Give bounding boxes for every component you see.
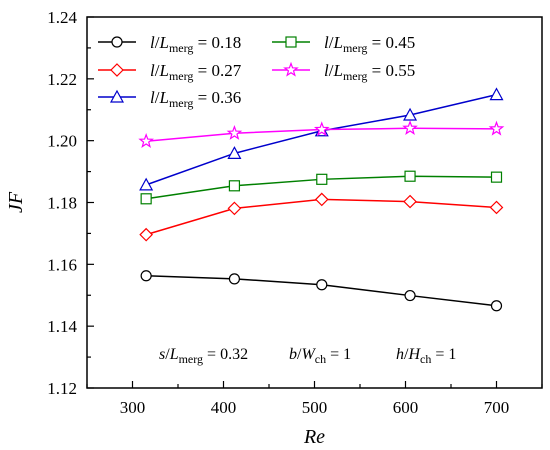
circle-marker — [490, 300, 503, 312]
diamond-marker — [489, 200, 504, 215]
y-tick-label: 1.16 — [47, 255, 77, 274]
legend-label: l/Lmerg = 0.18 — [150, 33, 241, 55]
diamond-marker — [110, 63, 124, 77]
diamond-marker — [314, 192, 329, 207]
x-axis-ticks: 300 400 500 600 700 — [86, 381, 543, 417]
circle-marker — [316, 279, 328, 291]
y-tick-label: 1.20 — [47, 132, 77, 151]
y-axis-ticks: 1.12 1.14 1.16 1.18 1.20 1.22 1.24 — [47, 8, 94, 398]
diamond-marker — [139, 227, 153, 242]
legend-label: l/Lmerg = 0.27 — [150, 61, 242, 83]
legend-item: l/Lmerg = 0.45 — [272, 33, 415, 55]
y-tick-label: 1.14 — [47, 317, 77, 336]
x-tick-label: 500 — [302, 398, 328, 417]
x-axis-label: Re — [303, 426, 325, 448]
x-tick-label: 600 — [393, 398, 419, 417]
star-marker — [402, 120, 418, 135]
annotation-item: s/Lmerg = 0.32 — [159, 346, 248, 366]
square-marker — [140, 193, 152, 205]
star-marker — [313, 121, 330, 137]
star-marker — [488, 120, 505, 136]
square-marker — [285, 36, 297, 48]
x-tick-label: 700 — [484, 398, 510, 417]
square-marker — [228, 180, 241, 192]
y-axis-label: JF — [5, 191, 27, 213]
star-marker — [138, 133, 154, 148]
diamond-marker — [227, 201, 242, 216]
legend-item: l/Lmerg = 0.27 — [98, 61, 242, 83]
y-tick-label: 1.18 — [47, 194, 77, 213]
triangle-marker — [139, 177, 154, 191]
x-tick-label: 400 — [211, 398, 237, 417]
annotation: s/Lmerg = 0.32 b/Wch = 1 h/Hch = 1 — [159, 346, 456, 366]
legend-label: l/Lmerg = 0.36 — [150, 88, 241, 110]
triangle-marker — [403, 107, 418, 121]
y-tick-label: 1.24 — [47, 8, 77, 27]
legend-item: l/Lmerg = 0.55 — [272, 61, 415, 83]
square-marker — [316, 173, 328, 185]
annotation-item: h/Hch = 1 — [396, 346, 456, 366]
series-0.18 — [140, 270, 503, 312]
y-tick-label: 1.12 — [47, 379, 77, 398]
square-marker — [490, 171, 503, 183]
circle-marker — [140, 270, 152, 282]
triangle-marker — [489, 87, 504, 101]
series-0.45 — [140, 170, 503, 205]
series-line — [145, 93, 497, 186]
series-0.55 — [138, 120, 505, 148]
legend-label: l/Lmerg = 0.55 — [324, 61, 415, 83]
triangle-marker — [109, 89, 125, 103]
star-marker — [283, 61, 299, 77]
legend-label: l/Lmerg = 0.45 — [324, 33, 415, 55]
legend-item: l/Lmerg = 0.18 — [98, 33, 241, 55]
legend: l/Lmerg = 0.18 l/Lmerg = 0.27 l/Lmerg = 0.… — [98, 33, 415, 110]
triangle-marker — [227, 146, 242, 159]
y-tick-label: 1.22 — [47, 70, 77, 89]
x-tick-label: 300 — [120, 398, 146, 417]
circle-marker — [111, 36, 123, 48]
square-marker — [404, 170, 416, 182]
circle-marker — [228, 273, 241, 285]
legend-item: l/Lmerg = 0.36 — [98, 88, 241, 110]
circle-marker — [404, 289, 416, 302]
diamond-marker — [403, 194, 417, 209]
series-layer — [138, 87, 505, 312]
star-marker — [226, 125, 243, 140]
series-0.27 — [139, 192, 504, 242]
annotation-item: b/Wch = 1 — [289, 346, 351, 366]
